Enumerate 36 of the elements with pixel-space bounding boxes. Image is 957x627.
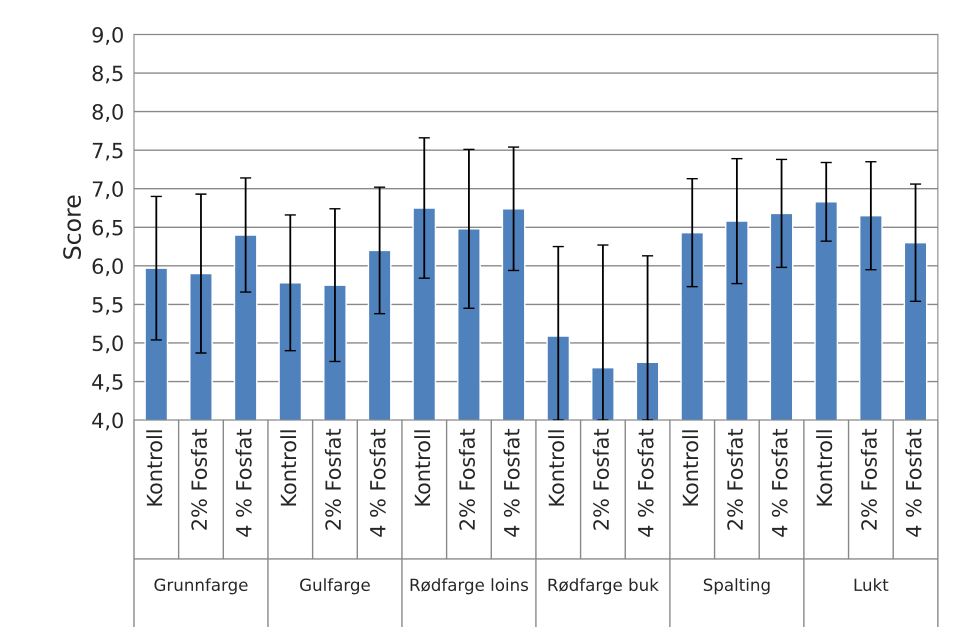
- x-tick-label: Kontroll: [146, 430, 162, 506]
- y-tick-label: 8,5: [92, 66, 122, 84]
- text: Spalting: [704, 578, 770, 594]
- y-tick-label: 6,0: [92, 258, 123, 276]
- y-tick-label: 7,5: [92, 142, 122, 161]
- x-tick-label: 4 % Fosfat: [771, 428, 788, 537]
- x-tick-label: 2% Fosfat: [190, 428, 208, 530]
- x-tick-label: 2% Fosfat: [726, 428, 743, 530]
- x-tick-label: Kontroll: [548, 430, 564, 506]
- text: Grunnfarge: [154, 578, 248, 594]
- text: Rødfarge buk: [548, 578, 659, 594]
- x-tick-label: 4 % Fosfat: [637, 428, 654, 537]
- x-tick-label: 4 % Fosfat: [370, 428, 386, 537]
- x-tick-label: Kontroll: [414, 430, 430, 506]
- y-tick-label: 7,0: [92, 181, 123, 200]
- x-tick-label: 4 % Fosfat: [905, 428, 922, 537]
- y-tick-label: 8,0: [92, 104, 123, 122]
- x-tick-label: 2% Fosfat: [324, 428, 341, 530]
- y-tick-label: 4,0: [92, 412, 123, 430]
- x-tick-label: Kontroll: [816, 430, 832, 506]
- text: Rødfarge loins: [410, 578, 528, 594]
- x-tick-label: Kontroll: [280, 430, 296, 506]
- x-tick-label: 2% Fosfat: [458, 428, 475, 530]
- text: Gulfarge: [300, 578, 370, 594]
- y-tick-label: 4,5: [92, 374, 122, 392]
- x-tick-label: Kontroll: [682, 430, 698, 506]
- y-tick-label: 5,5: [92, 297, 122, 315]
- y-tick-label: 5,0: [92, 335, 123, 354]
- x-tick-label: 4 % Fosfat: [236, 428, 252, 537]
- y-tick-label: 9,0: [92, 26, 123, 45]
- y-axis-title: Score: [63, 195, 81, 259]
- y-tick-label: 6,5: [92, 220, 122, 238]
- x-tick-label: 2% Fosfat: [592, 428, 609, 530]
- x-tick-label: 2% Fosfat: [860, 428, 877, 530]
- x-tick-label: 4 % Fosfat: [504, 428, 520, 537]
- text: Lukt: [854, 578, 888, 592]
